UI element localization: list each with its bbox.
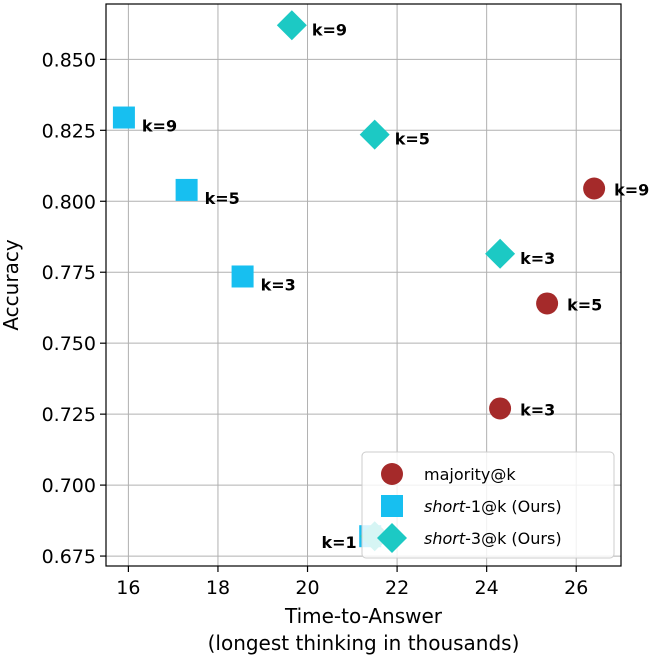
x-tick-label: 16: [116, 577, 140, 599]
legend-box: [361, 451, 615, 559]
point-label: k=1: [322, 533, 357, 552]
y-axis-title: Accuracy: [0, 239, 23, 330]
point-label: k=5: [567, 295, 602, 314]
legend-entry-label: majority@k: [424, 465, 516, 484]
legend-entry-label: short-1@k (Ours): [424, 497, 562, 516]
point-label: k=3: [520, 249, 555, 268]
diamond-point: [359, 119, 390, 150]
square-point: [112, 106, 135, 129]
x-tick-label: 22: [385, 577, 409, 599]
point-label: k=9: [142, 117, 177, 136]
legend-circle-marker: [381, 463, 403, 485]
y-tick-label: 0.775: [42, 262, 96, 284]
y-tick-label: 0.825: [42, 120, 96, 142]
point-label: k=5: [395, 130, 430, 149]
x-tick-label: 26: [564, 577, 588, 599]
x-axis-ticks: 16 18 20 22 24 26: [116, 566, 588, 599]
diamond-point: [485, 238, 516, 269]
series-square: [112, 106, 382, 548]
y-tick-label: 0.700: [42, 475, 96, 497]
point-label: k=3: [520, 400, 555, 419]
square-point: [175, 178, 198, 201]
x-tick-label: 24: [475, 577, 499, 599]
y-tick-label: 0.850: [42, 49, 96, 71]
y-tick-label: 0.675: [42, 546, 96, 568]
y-tick-label: 0.725: [42, 404, 96, 426]
square-point: [231, 265, 254, 288]
point-labels: k=1 k=3 k=5 k=9 k=3 k=5 k=9 k=3 k=5 k=9: [142, 20, 649, 552]
point-label: k=9: [614, 180, 649, 199]
diamond-point: [276, 10, 307, 41]
y-tick-label: 0.750: [42, 333, 96, 355]
legend-diamond-marker: [377, 523, 407, 553]
point-label: k=5: [205, 189, 240, 208]
x-tick-label: 18: [206, 577, 230, 599]
legend-square-marker: [381, 495, 403, 517]
grid: [106, 4, 621, 566]
x-axis-title: Time-to-Answer: [284, 604, 443, 628]
point-label: k=3: [261, 275, 296, 294]
legend: majority@k short-1@k (Ours) short-3@k (Our…: [361, 451, 615, 559]
point-label: k=9: [312, 20, 347, 39]
circle-point: [536, 292, 559, 315]
legend-entry-label: short-3@k (Ours): [424, 529, 562, 548]
y-axis-ticks: 0.675 0.700 0.725 0.750 0.775 0.800 0.825 0.850: [42, 49, 106, 568]
circle-point: [489, 397, 512, 420]
x-axis-subtitle: (longest thinking in thousands): [208, 631, 520, 655]
plot-frame: [105, 3, 622, 567]
x-tick-label: 20: [295, 577, 319, 599]
y-tick-label: 0.800: [42, 191, 96, 213]
circle-point: [583, 177, 606, 200]
